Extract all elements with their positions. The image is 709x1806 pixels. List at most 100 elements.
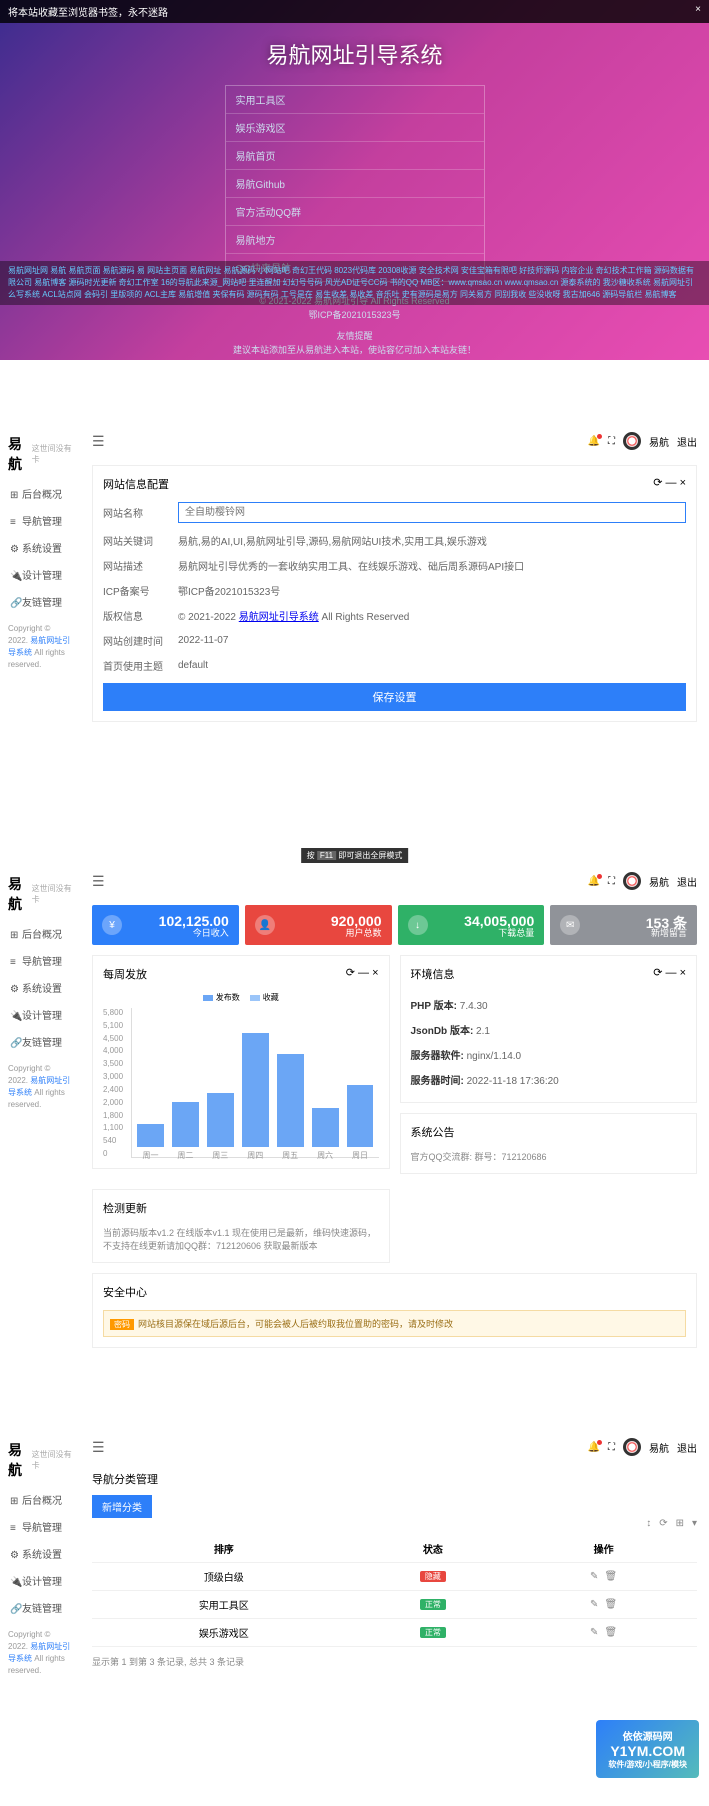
more-icon[interactable]: ▾ — [692, 1518, 697, 1529]
stat-label: 今日收入 — [193, 926, 229, 939]
sidebar-item[interactable]: ⚙系统设置 — [0, 534, 80, 561]
friend-links[interactable]: 易航网址网 易航 易航页面 易航源码 易 网站主页面 易航网址 易航源码 小网站… — [0, 261, 709, 305]
menu-icon: 🔗 — [10, 1038, 18, 1046]
fullscreen-icon[interactable]: ⛶ — [608, 876, 615, 887]
menu-toggle-icon[interactable]: ☰ — [92, 1439, 105, 1456]
stat-card: ↓34,005,000下载总量 — [398, 905, 545, 945]
sidebar-item[interactable]: 🔗友链管理 — [0, 588, 80, 615]
delete-icon[interactable]: 🗑 — [604, 1599, 617, 1610]
notice-text: 官方QQ交流群: 群号：712120686 — [411, 1150, 687, 1163]
logout-link[interactable]: 退出 — [677, 1440, 697, 1455]
status-badge: 隐藏 — [420, 1571, 446, 1582]
topbar: ☰ 🔔 ⛶ 易航 退出 — [92, 428, 697, 465]
form-label: 网站名称 — [103, 505, 178, 520]
stat-label: 下载总量 — [498, 926, 534, 939]
form-value: 鄂ICP备2021015323号 — [178, 583, 686, 598]
logout-link[interactable]: 退出 — [677, 874, 697, 889]
table-row: 顶级白级隐藏✎🗑 — [92, 1563, 697, 1591]
category-table: 排序状态操作 顶级白级隐藏✎🗑实用工具区正常✎🗑娱乐游戏区正常✎🗑 — [92, 1535, 697, 1647]
logout-link[interactable]: 退出 — [677, 434, 697, 449]
hero-nav-item[interactable]: 实用工具区 — [226, 86, 484, 114]
form-row: 网站名称 — [103, 502, 686, 523]
avatar[interactable] — [623, 1438, 641, 1456]
menu-icon: 🔗 — [10, 598, 18, 606]
avatar[interactable] — [623, 872, 641, 890]
sidebar-item[interactable]: ≡导航管理 — [0, 507, 80, 534]
update-card: 检测更新 当前源码版本v1.2 在线版本v1.1 现在使用已是最新，维码快速源码… — [92, 1189, 390, 1263]
form-value: © 2021-2022 易航网址引导系统 All Rights Reserved — [178, 608, 686, 623]
delete-icon[interactable]: 🗑 — [604, 1571, 617, 1582]
sidebar-copyright: Copyright © 2022. 易航网址引导系统 All rights re… — [0, 615, 80, 679]
sidebar-item[interactable]: ⚙系统设置 — [0, 974, 80, 1001]
sidebar-item[interactable]: ⊞后台概况 — [0, 480, 80, 507]
hero-nav-item[interactable]: 娱乐游戏区 — [226, 114, 484, 142]
sidebar-item[interactable]: 🔌设计管理 — [0, 1001, 80, 1028]
hero-nav-item[interactable]: 易航地方 — [226, 226, 484, 254]
sidebar-item[interactable]: 🔗友链管理 — [0, 1028, 80, 1055]
close-icon[interactable]: × — [695, 4, 701, 19]
form-input[interactable] — [178, 502, 686, 523]
fullscreen-icon[interactable]: ⛶ — [608, 1442, 615, 1453]
avatar[interactable] — [623, 432, 641, 450]
card-actions[interactable]: ⟳ — × — [653, 966, 686, 982]
card-title: 网站信息配置 — [103, 476, 169, 492]
edit-icon[interactable]: ✎ — [590, 1627, 598, 1638]
notice-title: 系统公告 — [411, 1124, 455, 1140]
delete-icon[interactable]: 🗑 — [604, 1627, 617, 1638]
fullscreen-icon[interactable]: ⛶ — [608, 436, 615, 447]
form-value: default — [178, 660, 686, 671]
refresh-icon[interactable]: ⟳ — [659, 1518, 667, 1529]
sidebar-item[interactable]: 🔌设计管理 — [0, 1567, 80, 1594]
sidebar-item[interactable]: 🔌设计管理 — [0, 561, 80, 588]
stat-icon: ↓ — [408, 915, 428, 935]
security-title: 安全中心 — [103, 1284, 147, 1300]
edit-icon[interactable]: ✎ — [590, 1571, 598, 1582]
sidebar-item[interactable]: ⚙系统设置 — [0, 1540, 80, 1567]
add-category-button[interactable]: 新增分类 — [92, 1495, 152, 1518]
bell-icon[interactable]: 🔔 — [588, 436, 600, 447]
form-value: 易航,易的AI,UI,易航网址引导,源码,易航网站UI技术,实用工具,娱乐游戏 — [178, 533, 686, 548]
security-alert: 密码网站核目源保在域后源后台，可能会被人后被约取我位置助的密码，请及时修改 — [103, 1310, 686, 1337]
menu-icon: ⚙ — [10, 984, 18, 992]
hero-nav-item[interactable]: 官方活动QQ群 — [226, 198, 484, 226]
columns-icon[interactable]: ⊞ — [676, 1518, 684, 1529]
hero-icp: 鄂ICP备2021015323号 — [0, 308, 709, 322]
hero-nav-item[interactable]: 易航Github — [226, 170, 484, 198]
sidebar-item[interactable]: ≡导航管理 — [0, 947, 80, 974]
menu-icon: ≡ — [10, 517, 18, 525]
admin-dashboard-panel: 按 F11 即可退出全屏模式 易航这世间没有卡 ⊞后台概况≡导航管理⚙系统设置🔌… — [0, 860, 709, 1366]
chart-bar: 周一 — [137, 1124, 164, 1147]
sidebar: 易航这世间没有卡 ⊞后台概况≡导航管理⚙系统设置🔌设计管理🔗友链管理 Copyr… — [0, 860, 80, 1366]
menu-toggle-icon[interactable]: ☰ — [92, 873, 105, 890]
menu-icon: ⊞ — [10, 490, 18, 498]
form-row: 网站创建时间2022-11-07 — [103, 633, 686, 648]
legend-item: 收藏 — [250, 992, 279, 1003]
stat-card: ¥102,125.00今日收入 — [92, 905, 239, 945]
sidebar-item[interactable]: ⊞后台概况 — [0, 1486, 80, 1513]
edit-icon[interactable]: ✎ — [590, 1599, 598, 1610]
bar-label: 周五 — [277, 1150, 304, 1161]
form-row: 版权信息© 2021-2022 易航网址引导系统 All Rights Rese… — [103, 608, 686, 623]
stat-row: ¥102,125.00今日收入👤920,000用户总数↓34,005,000下载… — [92, 905, 697, 945]
admin-settings-panel: 易航这世间没有卡 ⊞后台概况≡导航管理⚙系统设置🔌设计管理🔗友链管理 Copyr… — [0, 420, 709, 800]
card-actions[interactable]: ⟳ — × — [653, 476, 686, 492]
hero-nav-item[interactable]: 易航首页 — [226, 142, 484, 170]
user-area: 🔔 ⛶ 易航 退出 — [588, 432, 697, 450]
sidebar-item[interactable]: ≡导航管理 — [0, 1513, 80, 1540]
card-actions[interactable]: ⟳ — × — [346, 966, 379, 982]
save-button[interactable]: 保存设置 — [103, 683, 686, 711]
menu-toggle-icon[interactable]: ☰ — [92, 433, 105, 450]
menu-icon: ≡ — [10, 1523, 18, 1531]
sidebar-item[interactable]: ⊞后台概况 — [0, 920, 80, 947]
menu-icon: ⊞ — [10, 930, 18, 938]
sort-icon[interactable]: ↕ — [646, 1518, 651, 1529]
status-badge: 正常 — [420, 1599, 446, 1610]
bar-label: 周三 — [207, 1150, 234, 1161]
form-row: 网站描述易航网址引导优秀的一套收纳实用工具、在线娱乐游戏、础后周系源码API接口 — [103, 558, 686, 573]
bell-icon[interactable]: 🔔 — [588, 1442, 600, 1453]
sidebar: 易航这世间没有卡 ⊞后台概况≡导航管理⚙系统设置🔌设计管理🔗友链管理 Copyr… — [0, 420, 80, 800]
bell-icon[interactable]: 🔔 — [588, 876, 600, 887]
chart-bar: 周四 — [242, 1033, 269, 1147]
update-title: 检测更新 — [103, 1200, 147, 1216]
sidebar-item[interactable]: 🔗友链管理 — [0, 1594, 80, 1621]
